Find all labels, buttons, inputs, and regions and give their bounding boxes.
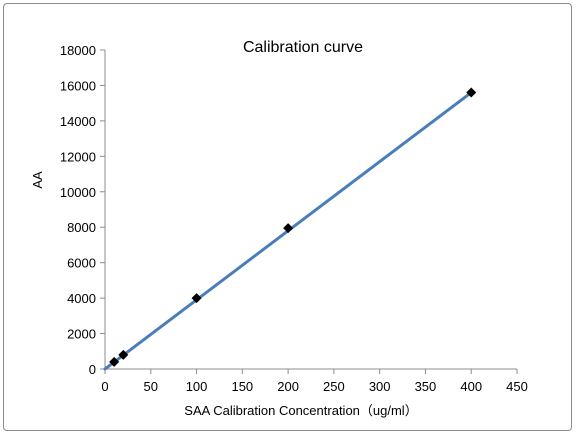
y-tick-label: 14000	[60, 114, 96, 129]
x-tick-label: 250	[323, 379, 345, 394]
chart-title: Calibration curve	[243, 39, 363, 56]
data-point-marker	[466, 87, 477, 98]
data-points	[109, 87, 477, 367]
x-tick-label: 400	[460, 379, 482, 394]
x-tick-label: 450	[506, 379, 528, 394]
data-point-marker	[109, 356, 120, 367]
data-point-marker	[283, 223, 294, 234]
y-tick-label: 8000	[67, 220, 96, 235]
y-tick-label: 0	[89, 362, 96, 377]
y-tick-label: 18000	[60, 43, 96, 58]
x-tick-label: 50	[144, 379, 158, 394]
x-tick-label: 300	[369, 379, 391, 394]
x-tick-label: 100	[186, 379, 208, 394]
x-tick-label: 0	[101, 379, 108, 394]
chart-frame	[3, 3, 572, 431]
x-tick-label: 150	[231, 379, 253, 394]
data-point-marker	[118, 349, 129, 360]
y-tick-label: 6000	[67, 256, 96, 271]
y-tick-label: 10000	[60, 185, 96, 200]
x-tick-label: 200	[277, 379, 299, 394]
x-axis-ticks: 0 50 100 150 200 250 300 350 400 450	[101, 369, 528, 394]
y-axis-title: AA	[30, 171, 45, 189]
y-tick-label: 16000	[60, 78, 96, 93]
data-point-marker	[191, 293, 202, 304]
y-tick-label: 4000	[67, 291, 96, 306]
x-axis-title: SAA Calibration Concentration（ug/ml）	[184, 403, 417, 418]
x-tick-label: 350	[415, 379, 437, 394]
y-tick-label: 12000	[60, 149, 96, 164]
y-axis-ticks: 0 2000 4000 6000 8000 10000 12000 14000 16000 180…	[60, 43, 105, 377]
y-tick-label: 2000	[67, 327, 96, 342]
